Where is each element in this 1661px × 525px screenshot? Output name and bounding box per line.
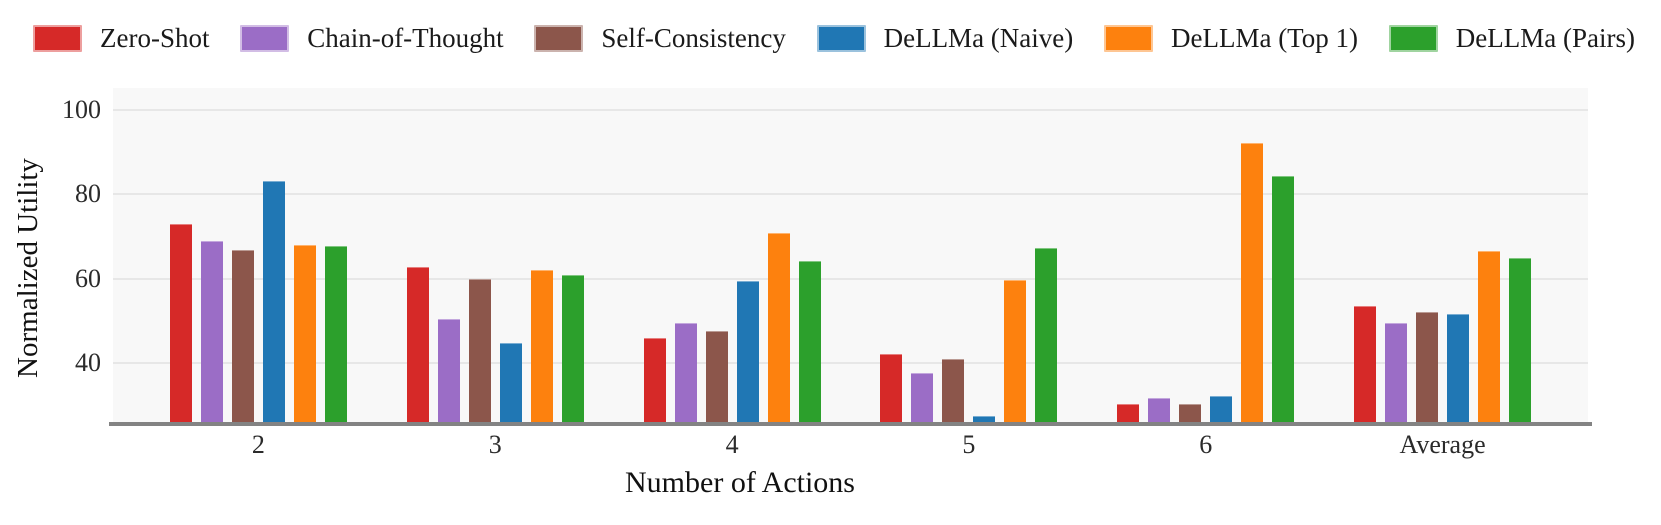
bar [1272, 175, 1295, 424]
legend-swatch-icon [534, 24, 584, 52]
bar [1354, 306, 1377, 424]
bar [880, 354, 903, 424]
legend-label: DeLLMa (Top 1) [1170, 22, 1359, 53]
bar [1509, 257, 1532, 424]
bar [293, 245, 316, 424]
bar [468, 278, 491, 424]
bar [973, 415, 996, 424]
bar [705, 330, 728, 424]
bar [561, 274, 584, 424]
legend-label: Self-Consistency [601, 22, 786, 53]
x-axis-ticks: 2 3 4 5 6 Average [113, 430, 1588, 460]
bar [200, 241, 223, 424]
bar-group-5 [850, 88, 1087, 424]
bar-group-average [1324, 88, 1561, 424]
bar [1148, 398, 1171, 424]
bar [643, 338, 666, 424]
bar [1117, 404, 1140, 424]
plot-area [109, 88, 1592, 426]
legend-swatch-icon [816, 24, 866, 52]
legend-label: DeLLMa (Naive) [883, 22, 1074, 53]
bar [1035, 248, 1058, 424]
legend-item: Zero-Shot [33, 22, 210, 53]
bar [1478, 251, 1501, 424]
x-tick-label: 2 [251, 430, 265, 459]
y-tick-label: 100 [62, 94, 101, 124]
bar [767, 232, 790, 424]
bar [437, 318, 460, 424]
legend-label: Zero-Shot [100, 22, 210, 53]
bar [1210, 396, 1233, 424]
legend-item: DeLLMa (Top 1) [1103, 22, 1359, 53]
gridline [113, 193, 1588, 196]
legend-item: DeLLMa (Pairs) [1388, 22, 1635, 53]
x-tick-label: 3 [488, 430, 502, 459]
x-axis-line [109, 422, 1592, 426]
bar [1385, 322, 1408, 424]
legend: Zero-Shot Chain-of-Thought Self-Consistenc… [33, 14, 1635, 62]
bar-group-6 [1087, 88, 1324, 424]
legend-swatch-icon [240, 24, 290, 52]
gridline [113, 277, 1588, 280]
x-axis-label: Number of Actions [625, 466, 855, 499]
bar [1179, 404, 1202, 424]
bar [1416, 312, 1439, 424]
bar [406, 267, 429, 424]
bar [798, 261, 821, 424]
bar [1241, 143, 1264, 424]
legend-item: DeLLMa (Naive) [816, 22, 1074, 53]
bar [674, 323, 697, 424]
legend-item: Chain-of-Thought [240, 22, 504, 53]
legend-swatch-icon [33, 24, 82, 52]
bar [231, 250, 254, 424]
gridline [113, 108, 1588, 111]
bar [911, 372, 934, 424]
bar [169, 224, 192, 424]
bar [942, 358, 965, 424]
bar-group-4 [614, 88, 851, 424]
bar [736, 280, 759, 424]
x-tick-label: Average [1399, 430, 1486, 459]
x-tick-label: 6 [1199, 430, 1213, 459]
bar-group-3 [377, 88, 614, 424]
y-tick-label: 60 [75, 263, 101, 293]
bar [1447, 314, 1470, 424]
bar [1004, 280, 1027, 424]
bar [324, 245, 347, 424]
legend-item: Self-Consistency [534, 22, 786, 53]
y-axis-ticks: 40 60 80 100 [0, 88, 101, 424]
bar [499, 342, 522, 424]
x-tick-label: 5 [962, 430, 976, 459]
legend-label: Chain-of-Thought [307, 22, 504, 53]
y-tick-label: 80 [75, 179, 101, 209]
x-tick-label: 4 [725, 430, 739, 459]
legend-swatch-icon [1388, 24, 1438, 52]
y-tick-label: 40 [75, 347, 101, 377]
bar-group-2 [140, 88, 377, 424]
legend-swatch-icon [1103, 24, 1153, 52]
bar [530, 269, 553, 424]
gridline [113, 361, 1588, 364]
legend-label: DeLLMa (Pairs) [1455, 22, 1635, 53]
bar [262, 181, 285, 424]
bar-groups [113, 88, 1588, 424]
